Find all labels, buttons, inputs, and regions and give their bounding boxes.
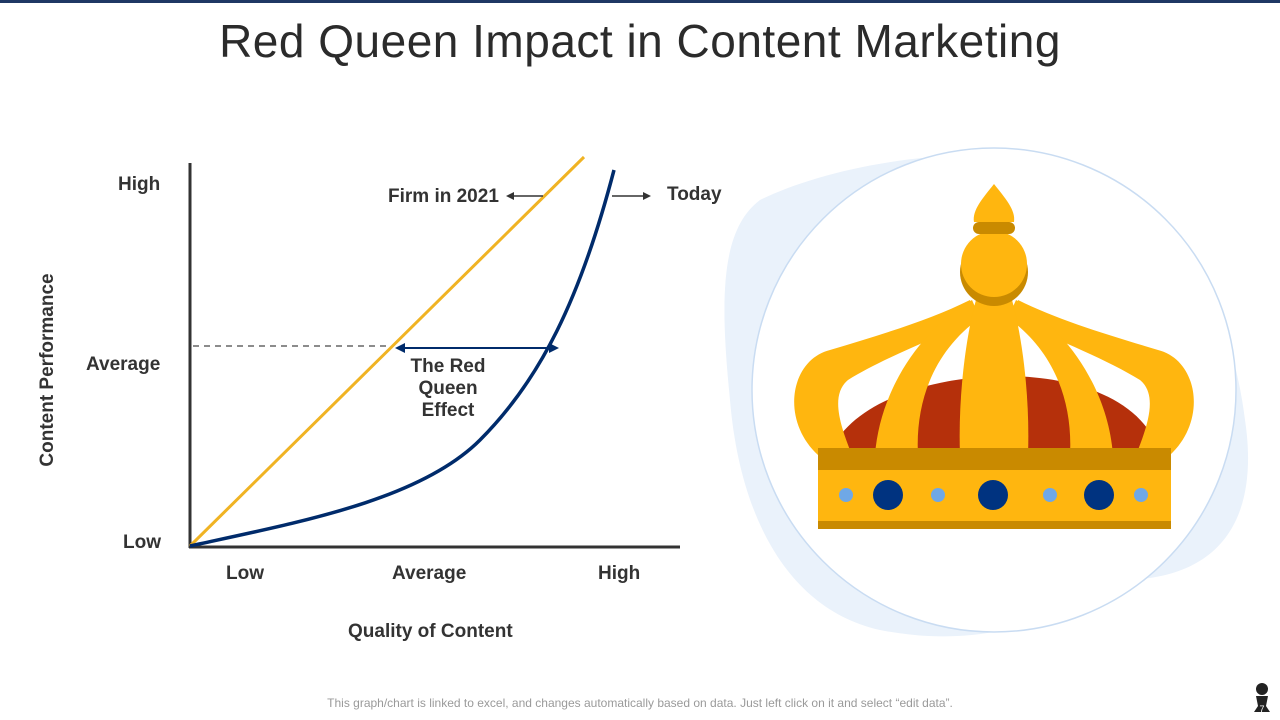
today-curve [189, 169, 616, 548]
page-title: Red Queen Impact in Content Marketing [219, 15, 1061, 67]
y-tick-average: Average [86, 354, 161, 375]
crown-band-center [959, 300, 1029, 455]
jewel-large [978, 480, 1008, 510]
today-arrow-head [643, 192, 651, 200]
jewel-large [873, 480, 903, 510]
crown-illustration [724, 147, 1249, 637]
footer-note: This graph/chart is linked to excel, and… [327, 696, 953, 710]
y-axis-title: Content Performance [37, 273, 58, 467]
annotation-line: The Red [410, 356, 486, 377]
crown-orb-highlight [961, 231, 1027, 297]
x-tick-low: Low [226, 563, 264, 584]
red-queen-arrow-right-head [549, 343, 559, 353]
chess-pawn-icon [1254, 683, 1270, 712]
firm-2021-line [188, 155, 586, 548]
crown-finial [973, 184, 1015, 222]
annotation-line: Queen [418, 378, 478, 399]
red-queen-arrow-left-head [395, 343, 405, 353]
crown-finial-neck [973, 222, 1015, 234]
page-number: 7 [1259, 704, 1264, 714]
crown-base-bottom [818, 521, 1171, 529]
x-tick-average: Average [392, 563, 467, 584]
jewel-small [839, 488, 853, 502]
crown-base-top [818, 448, 1171, 472]
firm-2021-arrow-head [506, 192, 514, 200]
annotation-line: Effect [421, 400, 475, 421]
red-queen-effect-annotation: The Red Queen Effect [398, 356, 498, 422]
jewel-small [1043, 488, 1057, 502]
jewel-large [1084, 480, 1114, 510]
jewel-small [1134, 488, 1148, 502]
jewel-small [931, 488, 945, 502]
series-label-firm-2021: Firm in 2021 [388, 186, 499, 207]
crown-band-left-inner [875, 300, 980, 455]
crown-band-right-inner [1008, 300, 1113, 455]
y-tick-high: High [118, 174, 161, 195]
series-label-today: Today [667, 184, 722, 205]
y-tick-low: Low [123, 532, 161, 553]
x-axis-title: Quality of Content [348, 621, 513, 642]
top-accent-bar [0, 0, 1280, 3]
x-tick-high: High [598, 563, 641, 584]
